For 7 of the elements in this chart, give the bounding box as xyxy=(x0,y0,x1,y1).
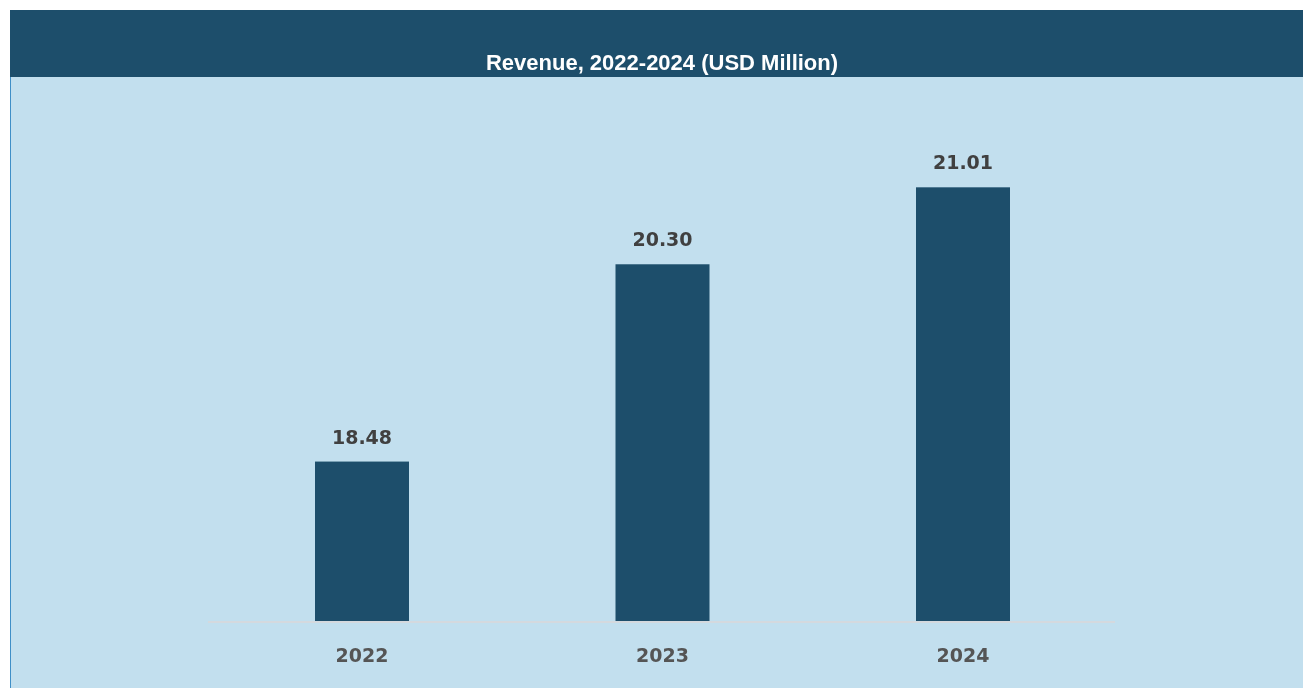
x-tick-label: 2023 xyxy=(636,644,689,666)
chart-title: Revenue, 2022-2024 (USD Million) xyxy=(485,50,839,75)
x-tick-label: 2024 xyxy=(936,644,990,666)
data-label: 21.01 xyxy=(932,151,994,174)
data-label: 20.30 xyxy=(632,228,693,251)
data-label: 18.48 xyxy=(331,425,393,448)
x-tick-label: 2022 xyxy=(335,644,389,666)
